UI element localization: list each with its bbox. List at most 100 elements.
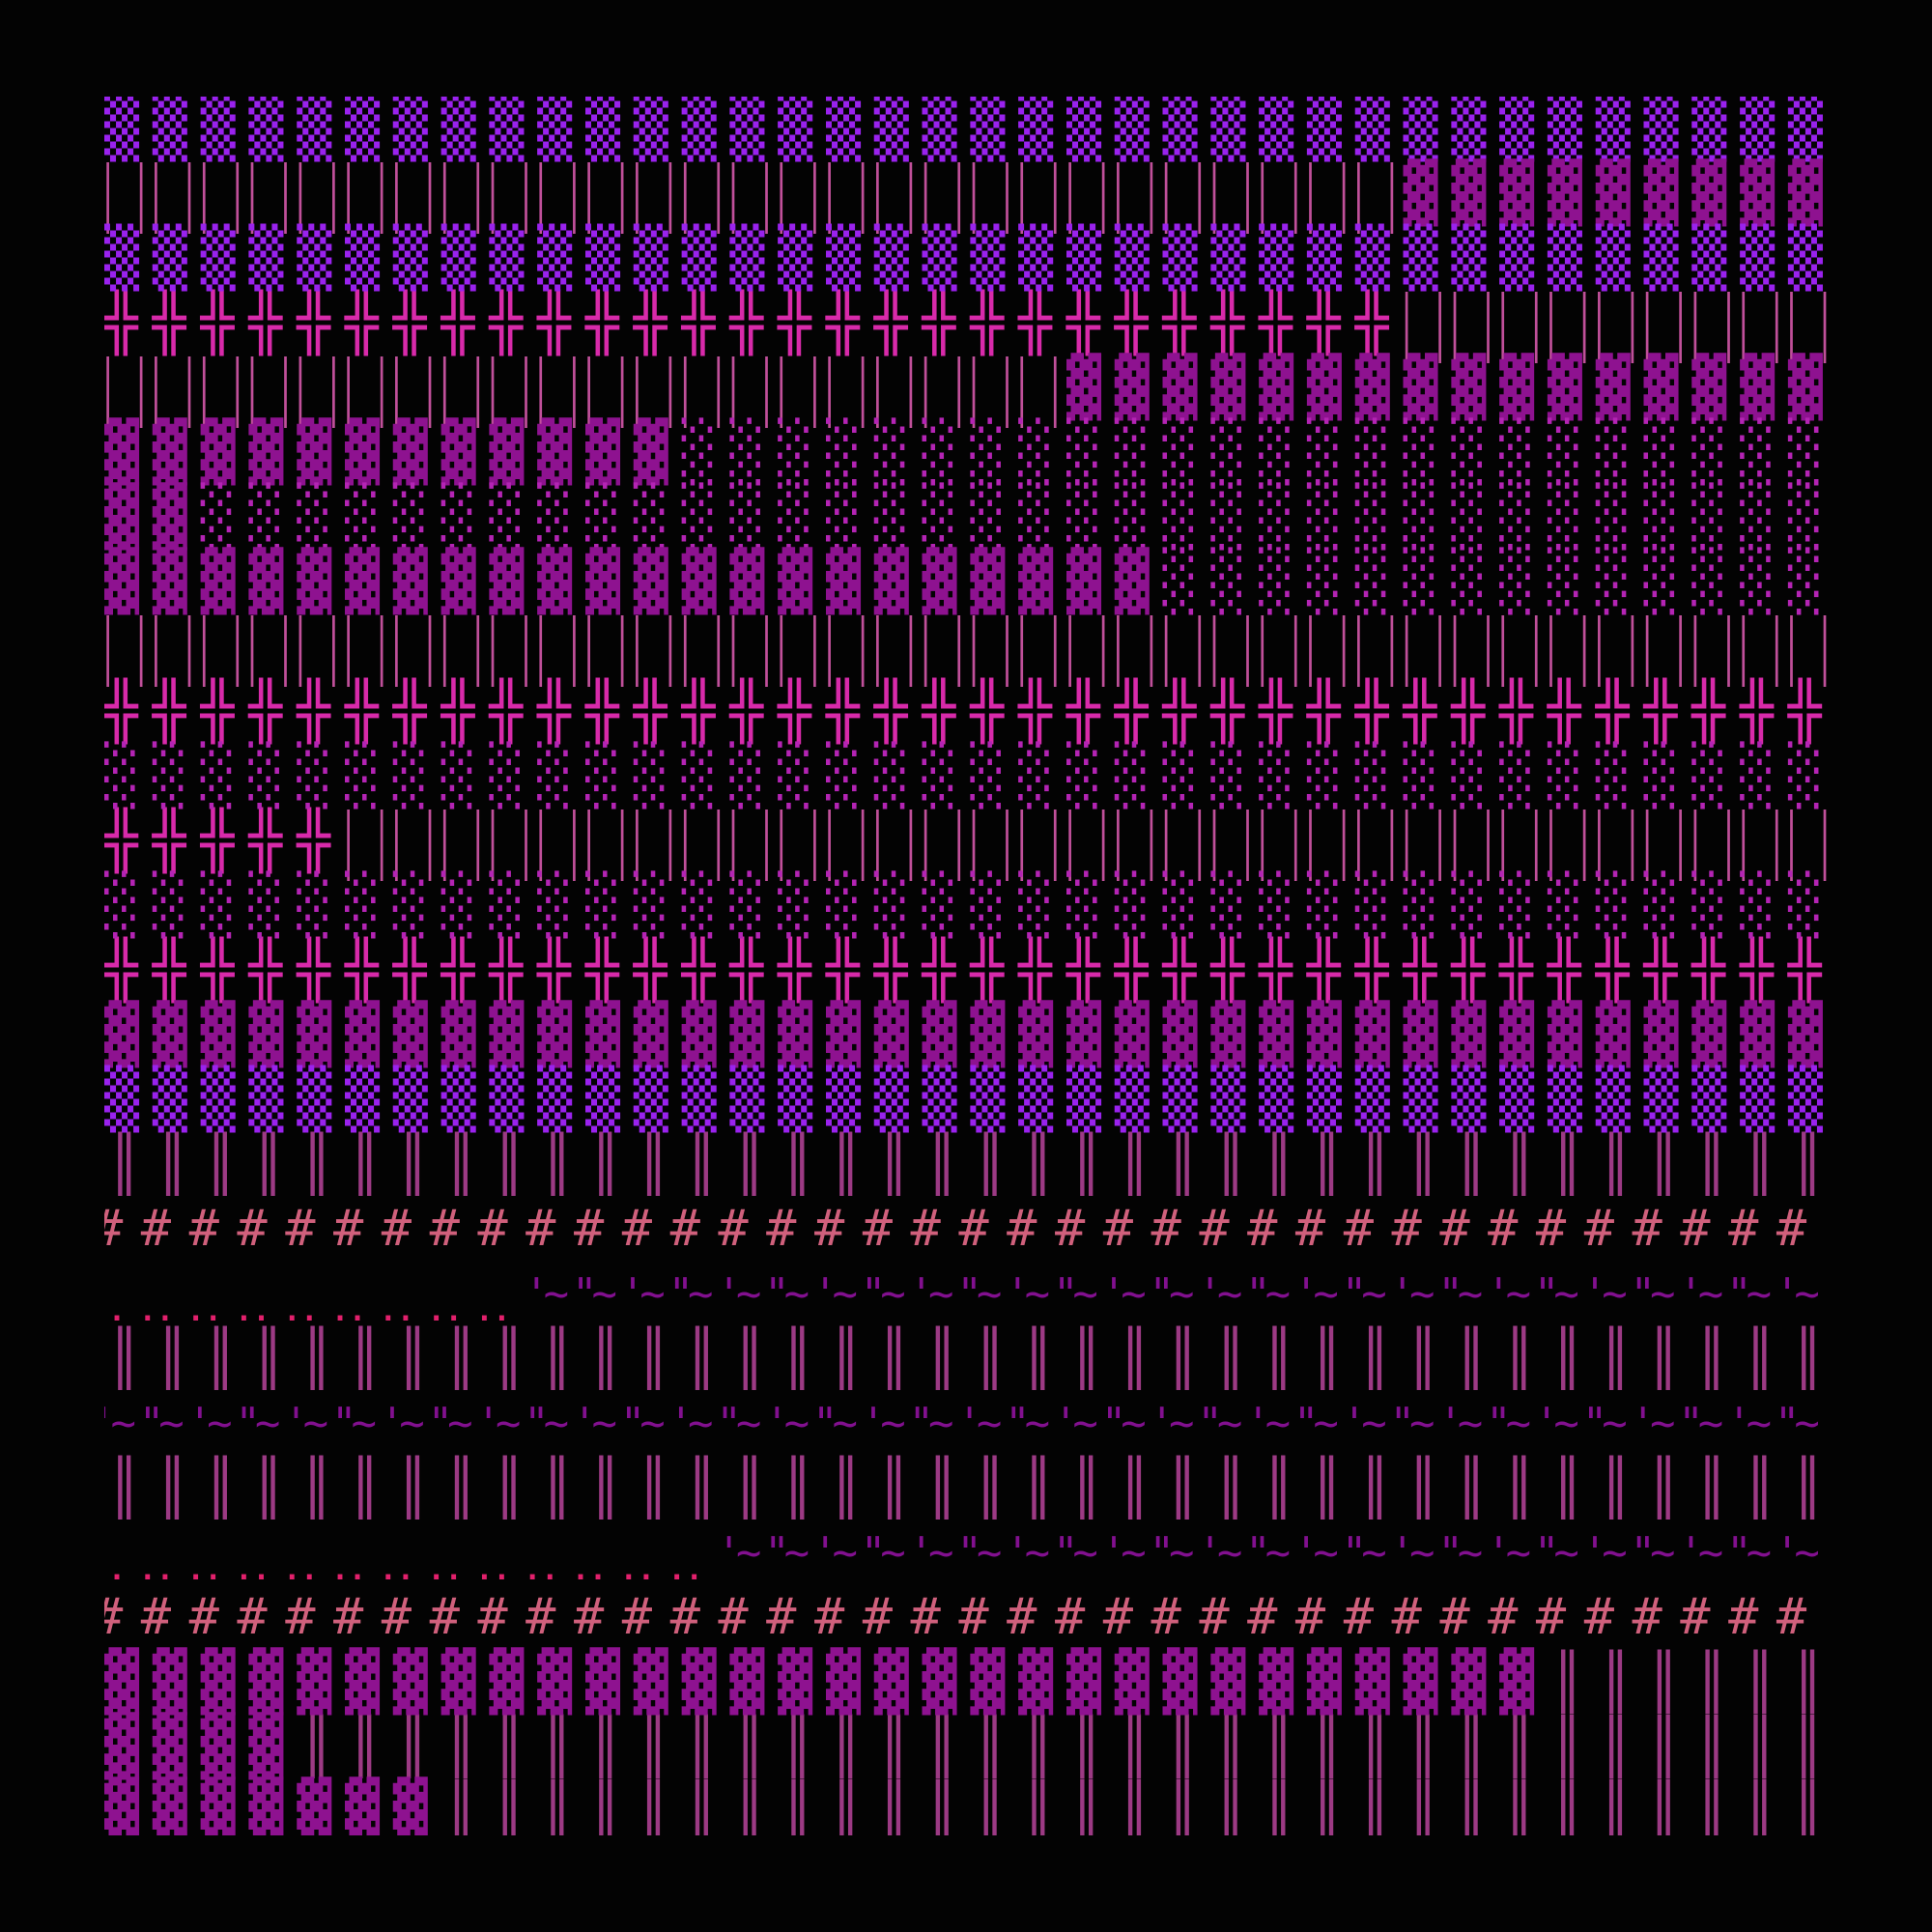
glyph-cross: ╬ [1162,678,1197,744]
glyph-cross: ╬ [825,678,860,744]
glyph-hash: # [1294,1588,1326,1646]
glyph-double: ║ [493,1327,526,1390]
glyph-cell-double: ║ [729,1456,778,1520]
glyph-cell-dark: ▓ [1644,355,1692,420]
glyph-cell-double: ║ [1307,1456,1355,1520]
glyph-hash: # [1151,1200,1181,1258]
glyph-cell-double: ║ [345,1456,393,1520]
glyph-cell-double: ║ [1163,1779,1211,1835]
glyph-cell-medium: ▒ [1691,97,1740,161]
glyph-medium: ▒ [633,1065,668,1133]
glyph-light: ░ [1354,483,1390,551]
glyph-cell-bars: | | [1542,798,1596,882]
glyph-cross: ╬ [584,290,619,355]
glyph-bars: | | [1637,603,1690,689]
glyph-dark: ▓ [584,548,621,615]
glyph-dark: ▓ [1403,159,1438,227]
glyph-cell-double: ║ [1548,1132,1596,1197]
glyph-cell-light: ░ [729,420,778,485]
glyph-cell-cross: ╬ [537,938,585,1003]
glyph-hash: # [813,1588,845,1646]
glyph-cell-bars: | | [436,345,490,429]
glyph-cell-double: ║ [682,1715,730,1779]
glyph-bars: | | [867,797,921,883]
glyph-cell-medium: ▒ [1499,1067,1548,1132]
glyph-cross: ╬ [152,290,186,355]
glyph-cross: ╬ [392,290,427,355]
glyph-cell-medium: ▒ [1548,1067,1596,1132]
glyph-medium: ▒ [1547,224,1583,292]
glyph-double: ║ [1550,1651,1584,1714]
glyph-cell-wave: '~ [1390,1262,1452,1326]
glyph-cell-light: ░ [297,744,345,809]
glyph-cell-double: ║ [1163,1715,1211,1779]
glyph-cell-cross: ╬ [201,679,249,744]
glyph-cell-bars: | | [820,798,874,882]
glyph-cell-medium: ▒ [1210,226,1259,291]
glyph-wave: "~ [908,1399,954,1448]
glyph-light: ░ [344,483,381,551]
glyph-bars: | | [964,797,1016,883]
glyph-cell-light: ░ [1210,550,1259,614]
glyph-dots: .. [427,1553,463,1587]
glyph-cell-cross: ╬ [970,679,1018,744]
glyph-cell-double: ║ [1115,1715,1163,1779]
glyph-cell-cross: ╬ [1018,291,1066,355]
glyph-cross: ╬ [1354,678,1389,744]
glyph-cell-double: ║ [1404,1779,1452,1835]
glyph-double: ║ [1310,1327,1344,1390]
glyph-double: ║ [444,1780,478,1835]
glyph-cell-medium: ▒ [1740,226,1788,291]
glyph-wave: '~ [1052,1399,1098,1448]
glyph-dark: ▓ [200,1777,236,1836]
glyph-cell-double: ║ [778,1326,826,1391]
glyph-bars: | | [386,344,440,430]
glyph-bars: | | [1012,150,1065,236]
glyph-cell-dark: ▓ [826,1650,874,1715]
glyph-double: ║ [733,1327,767,1390]
glyph-cell-light: ░ [1355,420,1404,485]
glyph-cell-cross: ╬ [778,938,826,1003]
glyph-dark: ▓ [584,1648,621,1716]
glyph-cell-cross: ╬ [489,938,537,1003]
glyph-cell-double: ║ [104,1456,153,1520]
glyph-light: ░ [104,742,140,810]
glyph-cell-cross: ╬ [1018,679,1066,744]
glyph-double: ║ [588,1327,622,1390]
glyph-cell-bars: | | [964,151,1018,235]
glyph-double: ║ [348,1716,382,1778]
glyph-wave: "~ [1726,1528,1772,1577]
glyph-light: ░ [584,871,621,939]
glyph-hash: # [429,1200,460,1258]
glyph-wave: "~ [619,1399,666,1448]
glyph-cell-cross: ╬ [1740,679,1788,744]
glyph-bars: | | [964,150,1016,236]
glyph-cell-cross: ╬ [1307,938,1355,1003]
glyph-cell-hash: # [1680,1197,1740,1262]
glyph-row: ▓ ▓ ▓ ▓ ║ ║ ║ ║ ║ ║ ║ ║ ║ ║ ║ ║ ║ ║ ║ ║ ║ ║ ║ ║ ║ ║ ║ ║ ║ ║ ║ ║ ║ ║ ║ ║ [104,1715,1835,1779]
glyph-cell-double: ║ [682,1779,730,1835]
glyph-bars: | | [964,603,1016,689]
glyph-double: ║ [1263,1457,1295,1520]
glyph-dark: ▓ [1259,1648,1294,1716]
glyph-light: ░ [1354,871,1390,939]
glyph-dark: ▓ [537,1001,573,1068]
glyph-wave: "~ [1678,1399,1723,1448]
glyph-cell-medium: ▒ [297,97,345,161]
glyph-cell-hash: # [333,1197,393,1262]
glyph-hash: # [1151,1588,1181,1646]
glyph-dark: ▓ [1499,1648,1535,1716]
glyph-cell-cross: ╬ [297,938,345,1003]
glyph-double: ║ [1118,1457,1151,1520]
glyph-cross: ╬ [392,937,427,1003]
glyph-cell-double: ║ [1018,1715,1066,1779]
glyph-cell-dark: ▓ [104,550,153,614]
glyph-cell-medium: ▒ [970,1067,1018,1132]
glyph-double: ║ [1310,1133,1344,1196]
glyph-light: ░ [1162,418,1198,486]
glyph-double: ║ [1791,1780,1825,1835]
glyph-cell-light: ░ [1740,485,1788,550]
glyph-wave: '~ [1100,1528,1147,1577]
glyph-light: ░ [922,483,957,551]
glyph-cell-bars: | | [1782,604,1835,688]
